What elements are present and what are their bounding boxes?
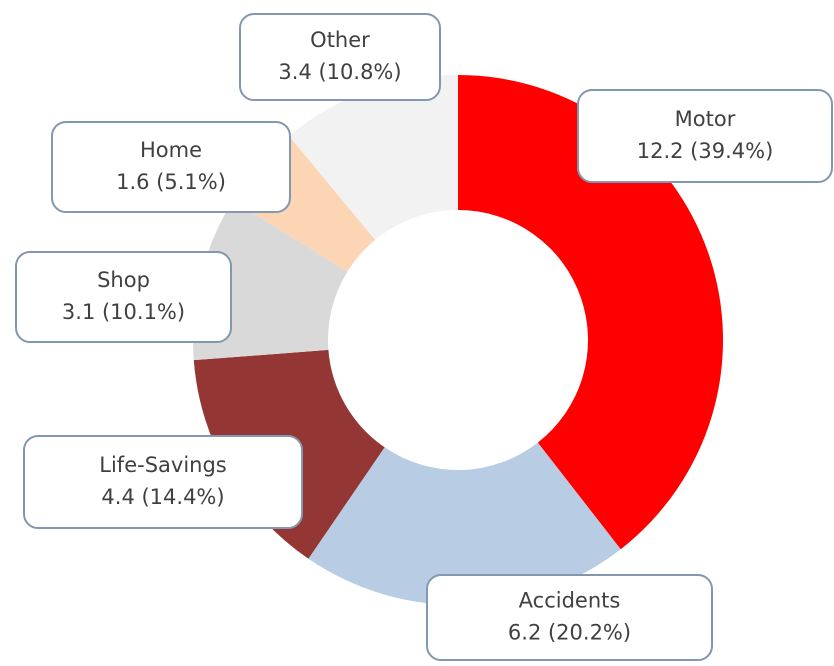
category-label: Life-Savings [99,453,226,477]
value-label: 3.4 (10.8%) [278,60,401,84]
donut-slice [308,442,621,605]
value-label: 12.2 (39.4%) [637,139,774,163]
donut-slice [458,75,723,550]
label-box [15,251,232,343]
value-label: 4.4 (14.4%) [101,485,224,509]
label-box [23,435,303,529]
donut-slice [289,75,458,240]
label-box [426,574,713,661]
category-label: Home [140,138,202,162]
category-label: Shop [97,268,150,292]
label-box [51,121,291,213]
label-box [239,13,441,101]
value-label: 6.2 (20.2%) [508,621,631,645]
category-label: Motor [675,107,736,131]
category-label: Accidents [519,589,621,613]
category-label: Other [310,28,370,52]
value-label: 3.1 (10.1%) [62,300,185,324]
value-label: 1.6 (5.1%) [116,170,226,194]
label-box [577,89,833,183]
